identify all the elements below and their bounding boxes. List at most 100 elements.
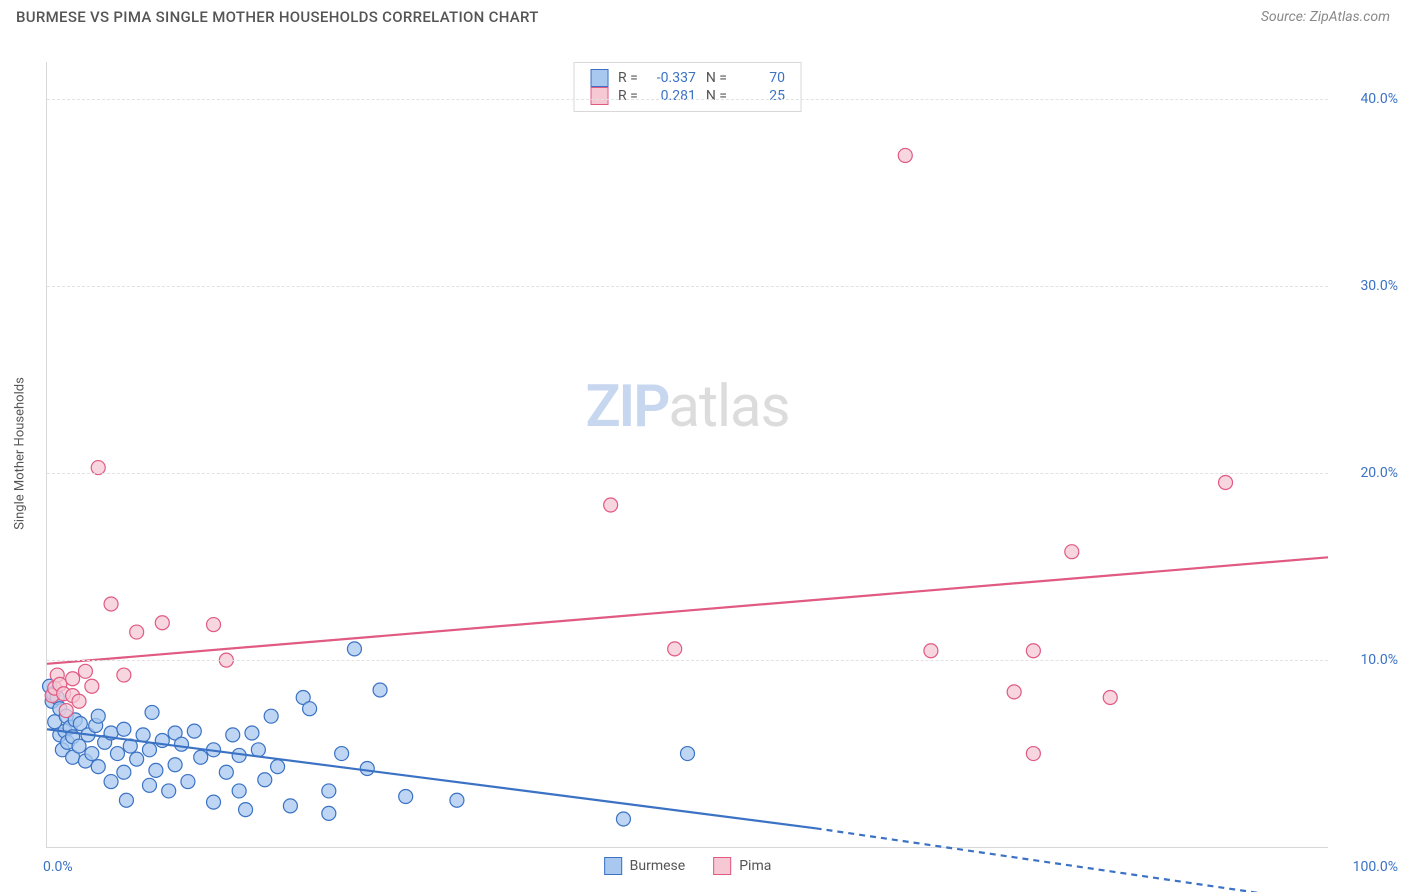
data-point [399, 790, 413, 804]
data-point [239, 803, 253, 817]
y-tick-label: 20.0% [1360, 465, 1398, 481]
swatch-pink-icon [590, 87, 608, 105]
data-point [264, 709, 278, 723]
x-tick-100: 100.0% [1353, 859, 1398, 875]
data-point [898, 148, 912, 162]
trend-line-dashed [816, 828, 1328, 892]
stat-n-value-pima: 25 [737, 88, 785, 104]
data-point [175, 737, 189, 751]
data-point [181, 775, 195, 789]
chart-plot-area: ZIPatlas R = -0.337 N = 70 R = 0.281 N =… [46, 62, 1328, 848]
data-point [303, 702, 317, 716]
data-point [616, 812, 630, 826]
swatch-blue-icon [604, 857, 622, 875]
data-point [117, 722, 131, 736]
data-point [668, 642, 682, 656]
y-tick-label: 30.0% [1360, 278, 1398, 294]
data-point [145, 705, 159, 719]
data-point [207, 795, 221, 809]
data-point [59, 704, 73, 718]
stat-n-value-burmese: 70 [737, 70, 785, 86]
data-point [226, 728, 240, 742]
legend: Burmese Pima [604, 857, 772, 875]
data-point [271, 760, 285, 774]
data-point [1219, 476, 1233, 490]
data-point [681, 747, 695, 761]
data-point [360, 762, 374, 776]
data-point [66, 672, 80, 686]
data-point [322, 784, 336, 798]
data-point [110, 747, 124, 761]
data-point [1007, 685, 1021, 699]
legend-item-pima: Pima [713, 857, 771, 875]
data-point [130, 752, 144, 766]
gridline [47, 286, 1328, 287]
data-point [119, 793, 133, 807]
x-tick-0: 0.0% [43, 859, 73, 875]
gridline [47, 473, 1328, 474]
data-point [142, 743, 156, 757]
legend-label-pima: Pima [739, 858, 771, 874]
y-tick-label: 10.0% [1360, 652, 1398, 668]
data-point [91, 709, 105, 723]
stat-n-label: N = [706, 70, 727, 86]
data-point [232, 784, 246, 798]
source-label: Source: ZipAtlas.com [1261, 9, 1390, 25]
data-point [347, 642, 361, 656]
swatch-pink-icon [713, 857, 731, 875]
data-point [85, 679, 99, 693]
data-point [450, 793, 464, 807]
data-point [78, 664, 92, 678]
correlation-stats-box: R = -0.337 N = 70 R = 0.281 N = 25 [573, 62, 802, 112]
data-point [162, 784, 176, 798]
data-point [72, 694, 86, 708]
data-point [207, 618, 221, 632]
trend-line [47, 557, 1328, 664]
data-point [117, 765, 131, 779]
stat-r-value-burmese: -0.337 [648, 70, 696, 86]
stat-r-label: R = [618, 88, 638, 104]
data-point [117, 668, 131, 682]
data-point [85, 747, 99, 761]
scatter-svg [47, 62, 1328, 847]
data-point [194, 750, 208, 764]
data-point [258, 773, 272, 787]
data-point [604, 498, 618, 512]
legend-label-burmese: Burmese [630, 858, 686, 874]
data-point [283, 799, 297, 813]
data-point [168, 758, 182, 772]
data-point [155, 616, 169, 630]
stat-r-value-pima: 0.281 [648, 88, 696, 104]
data-point [1065, 545, 1079, 559]
stats-row-pima: R = 0.281 N = 25 [590, 87, 785, 105]
data-point [373, 683, 387, 697]
data-point [1026, 644, 1040, 658]
y-axis-label: Single Mother Households [13, 377, 28, 530]
legend-item-burmese: Burmese [604, 857, 686, 875]
data-point [104, 597, 118, 611]
chart-title: BURMESE VS PIMA SINGLE MOTHER HOUSEHOLDS… [16, 8, 539, 26]
data-point [149, 763, 163, 777]
data-point [91, 760, 105, 774]
stats-row-burmese: R = -0.337 N = 70 [590, 69, 785, 87]
data-point [136, 728, 150, 742]
stat-n-label: N = [706, 88, 727, 104]
data-point [251, 743, 265, 757]
swatch-blue-icon [590, 69, 608, 87]
data-point [130, 625, 144, 639]
y-tick-label: 40.0% [1360, 91, 1398, 107]
trend-line [47, 729, 816, 828]
data-point [924, 644, 938, 658]
data-point [245, 726, 259, 740]
data-point [142, 778, 156, 792]
stat-r-label: R = [618, 70, 638, 86]
gridline [47, 99, 1328, 100]
gridline [47, 660, 1328, 661]
data-point [322, 806, 336, 820]
data-point [1026, 747, 1040, 761]
data-point [1103, 690, 1117, 704]
data-point [335, 747, 349, 761]
data-point [187, 724, 201, 738]
data-point [104, 775, 118, 789]
data-point [219, 765, 233, 779]
